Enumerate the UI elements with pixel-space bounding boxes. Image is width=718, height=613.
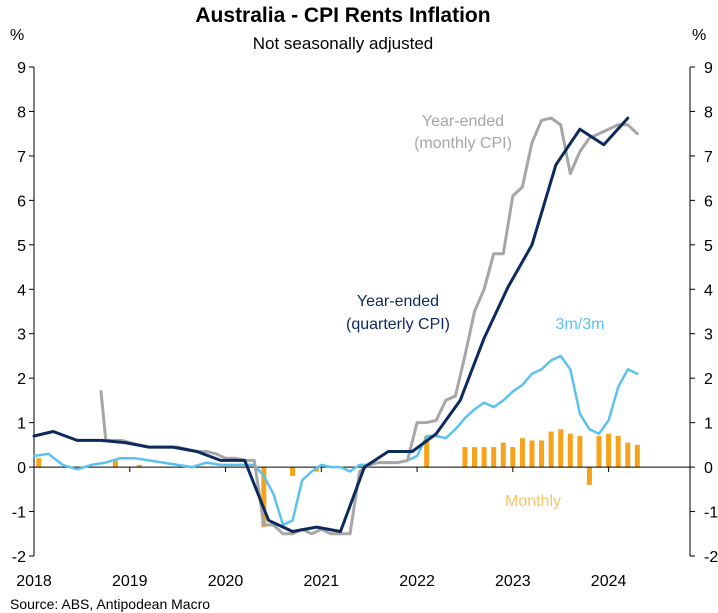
- monthly-bar: [567, 433, 573, 468]
- annotation-monthly-line2: (monthly CPI): [414, 135, 512, 152]
- left-y-tick-label: 6: [17, 193, 26, 210]
- left-y-tick-label: 8: [17, 104, 26, 121]
- monthly-bar: [596, 435, 602, 468]
- monthly-bar: [481, 447, 487, 468]
- x-tick-label: 2021: [304, 573, 340, 590]
- x-tick-label: 2022: [399, 573, 435, 590]
- monthly-bar: [500, 442, 506, 468]
- annotation-monthly-line1: Year-ended: [422, 113, 504, 130]
- right-y-tick-label: 8: [704, 104, 713, 121]
- left-y-tick-label: 4: [17, 282, 26, 299]
- right-y-tick-label: 3: [704, 327, 713, 344]
- left-y-tick-label: 7: [17, 149, 26, 166]
- monthly-bar: [424, 435, 430, 468]
- left-y-tick-label: -2: [12, 549, 26, 566]
- left-y-tick-label: -1: [12, 505, 26, 522]
- chart-subtitle: Not seasonally adjusted: [253, 34, 434, 53]
- monthly-bar: [606, 433, 612, 468]
- monthly-bars: [36, 429, 640, 528]
- annotation-quarterly-line1: Year-ended: [357, 293, 439, 310]
- monthly-bar: [491, 447, 497, 468]
- monthly-bar: [136, 464, 142, 468]
- left-y-tick-label: 2: [17, 371, 26, 388]
- annotation-quarterly-line2: (quarterly CPI): [346, 316, 450, 333]
- series-line-quarterly: [32, 116, 630, 533]
- left-y-tick-label: 0: [17, 460, 26, 477]
- monthly-bar: [519, 438, 525, 468]
- monthly-bar: [586, 467, 592, 485]
- right-y-tick-label: 5: [704, 238, 713, 255]
- right-y-tick-label: 7: [704, 149, 713, 166]
- monthly-bar: [539, 440, 545, 468]
- right-y-tick-label: 9: [704, 60, 713, 77]
- monthly-bar: [558, 429, 564, 468]
- monthly-bar: [112, 460, 118, 468]
- source-note: Source: ABS, Antipodean Macro: [10, 596, 210, 612]
- monthly-bar: [548, 431, 554, 468]
- monthly-bar: [529, 440, 535, 468]
- monthly-bar: [290, 467, 296, 476]
- monthly-bar: [634, 444, 640, 468]
- left-y-tick-label: 1: [17, 416, 26, 433]
- left-axis-unit: %: [10, 27, 24, 44]
- left-y-tick-label: 9: [17, 60, 26, 77]
- right-y-tick-label: -1: [704, 505, 718, 522]
- series-lines: [32, 116, 639, 536]
- chart-title: Australia - CPI Rents Inflation: [195, 4, 490, 27]
- x-tick-label: 2019: [112, 573, 148, 590]
- x-tick-label: 2024: [591, 573, 627, 590]
- monthly-bar: [261, 467, 267, 528]
- annotation-3m3m: 3m/3m: [556, 316, 605, 333]
- right-y-tick-label: 1: [704, 416, 713, 433]
- left-y-tick-label: 5: [17, 238, 26, 255]
- axes: [29, 66, 695, 557]
- monthly-bar: [472, 447, 478, 468]
- left-y-tick-label: 3: [17, 327, 26, 344]
- right-y-tick-label: 4: [704, 282, 713, 299]
- right-y-tick-label: 6: [704, 193, 713, 210]
- right-axis-unit: %: [692, 27, 706, 44]
- monthly-bar: [510, 447, 516, 468]
- right-y-tick-label: -2: [704, 549, 718, 566]
- right-y-tick-label: 0: [704, 460, 713, 477]
- monthly-bar: [577, 435, 583, 468]
- tick-labels: -2 -2 -1 -1 0 0 1 1 2 2 3 3 4 4 5 5 6 6 7 7 8 8 9 9 2018 2019 2020…: [12, 60, 718, 590]
- x-tick-label: 2018: [16, 573, 52, 590]
- x-tick-label: 2023: [495, 573, 531, 590]
- monthly-bar: [462, 447, 468, 468]
- x-tick-label: 2020: [208, 573, 244, 590]
- monthly-bar: [615, 435, 621, 468]
- monthly-bar: [36, 458, 42, 468]
- right-y-tick-label: 2: [704, 371, 713, 388]
- annotation-monthly-bars: Monthly: [505, 493, 561, 510]
- monthly-bar: [625, 442, 631, 468]
